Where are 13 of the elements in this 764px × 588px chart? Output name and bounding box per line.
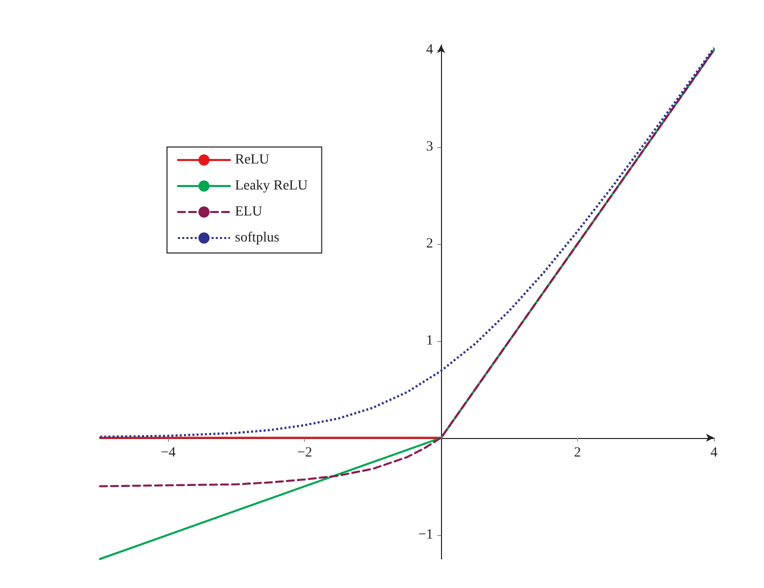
legend-label: ReLU	[235, 152, 270, 168]
legend-label: softplus	[235, 230, 280, 246]
y-tick-label: 2	[426, 236, 434, 252]
x-tick-label: −2	[297, 445, 312, 460]
legend-label: Leaky ReLU	[235, 178, 308, 194]
y-tick-label: 1	[426, 333, 434, 348]
x-tick-label: −4	[160, 445, 176, 460]
y-tick-label: −1	[418, 527, 434, 542]
legend-label: ELU	[235, 204, 262, 220]
x-tick-label: 2	[574, 445, 582, 460]
y-tick-label: 3	[426, 139, 434, 154]
y-tick-label: 4	[426, 42, 434, 58]
x-tick-label: 4	[710, 445, 718, 460]
